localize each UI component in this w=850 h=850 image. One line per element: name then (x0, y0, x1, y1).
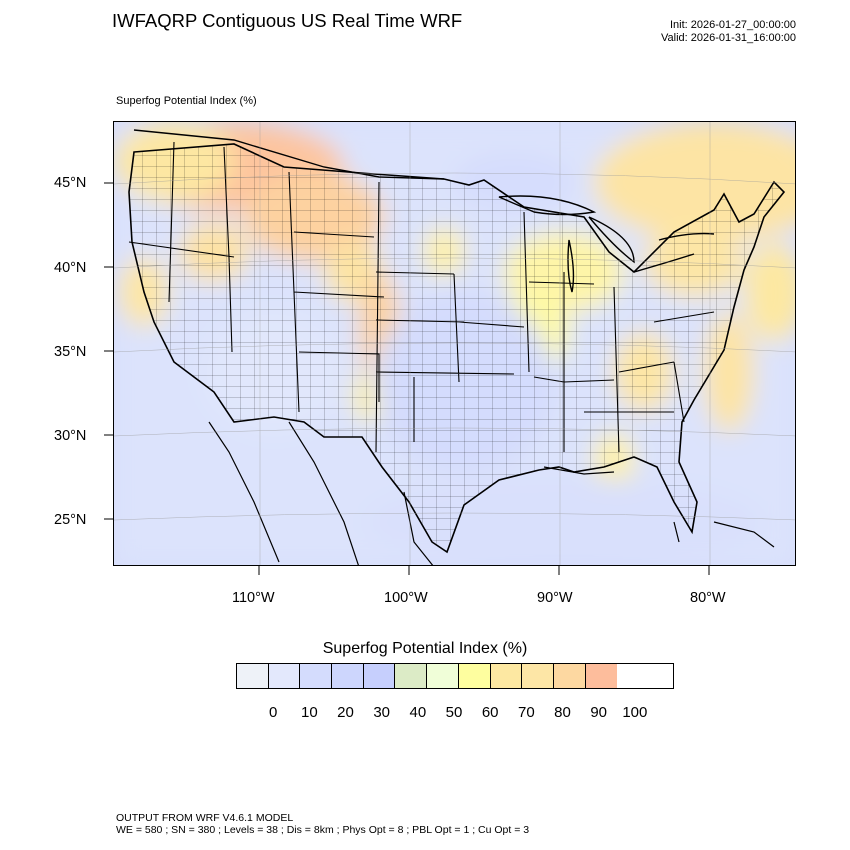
lat-label-30: 30°N (54, 428, 87, 444)
footer-line-2: WE = 580 ; SN = 380 ; Levels = 38 ; Dis … (116, 824, 530, 836)
colorbar-label-60: 60 (481, 704, 499, 721)
field-label: Superfog Potential Index (%) (116, 95, 257, 107)
colorbar-label-20: 20 (337, 704, 354, 721)
colorbar-box-0 (237, 664, 269, 688)
lon-label-100w: 100°W (384, 590, 428, 606)
valid-time: Valid: 2026-01-31_16:00:00 (661, 32, 796, 44)
colorbar-box-10 (553, 664, 586, 688)
colorbar-box-9 (522, 664, 554, 688)
colorbar-label-10: 10 (300, 704, 318, 721)
lon-label-90w: 90°W (537, 590, 573, 606)
colorbar (236, 663, 674, 689)
run-info: Init: 2026-01-27_00:00:00 Valid: 2026-01… (661, 19, 796, 45)
colorbar-box-4 (363, 664, 396, 688)
lat-label-35: 35°N (54, 344, 87, 360)
colorbar-label-40: 40 (409, 704, 427, 721)
graticule (114, 122, 795, 565)
lat-label-45: 45°N (54, 175, 87, 191)
colorbar-label-30: 30 (373, 704, 390, 721)
lon-label-110w: 110°W (232, 590, 275, 606)
map-panel (113, 121, 796, 566)
lat-label-40: 40°N (54, 260, 87, 276)
colorbar-title: Superfog Potential Index (%) (322, 640, 528, 657)
colorbar-box-2 (300, 664, 333, 688)
boundaries (128, 129, 785, 565)
init-time: Init: 2026-01-27_00:00:00 (670, 19, 796, 31)
map-canvas (114, 122, 795, 565)
colorbar-label-80: 80 (554, 704, 571, 721)
colorbar-label-90: 90 (590, 704, 607, 721)
colorbar-label-70: 70 (517, 704, 535, 721)
colorbar-box-7 (458, 664, 491, 688)
colorbar-label-0: 0 (268, 704, 278, 721)
lon-ticks (258, 565, 710, 575)
colorbar-box-1 (268, 664, 301, 688)
colorbar-label-100: 100 (622, 704, 648, 721)
plot-title: IWFAQRP Contiguous US Real Time WRF (112, 10, 463, 31)
colorbar-box-6 (427, 664, 459, 688)
colorbar-box-11 (585, 664, 618, 688)
colorbar-label-50: 50 (445, 704, 463, 721)
lat-ticks (104, 182, 113, 520)
colorbar-box-8 (490, 664, 523, 688)
colorbar-box-5 (395, 664, 428, 688)
footer-line-1: OUTPUT FROM WRF V4.6.1 MODEL (116, 812, 294, 824)
model-footer: OUTPUT FROM WRF V4.6.1 MODEL WE = 580 ; … (116, 812, 529, 836)
lat-label-25: 25°N (54, 512, 87, 528)
lon-label-80w: 80°W (690, 590, 726, 606)
colorbar-box-3 (332, 664, 364, 688)
